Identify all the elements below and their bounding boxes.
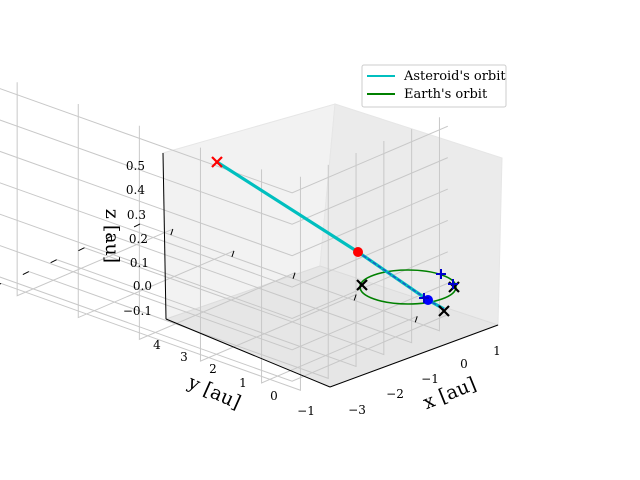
y-tick-mark <box>50 259 57 264</box>
grid-line-y <box>0 176 301 391</box>
z-tick-label: 0.3 <box>127 208 146 222</box>
x-tick-label: −1 <box>421 372 439 386</box>
blue-plus-top-marker <box>436 269 446 279</box>
grid-line-z <box>0 213 448 320</box>
y-tick-mark <box>0 282 2 285</box>
x-tick-mark <box>231 250 235 258</box>
x-tick-label: −2 <box>386 387 404 401</box>
y-tick-label: 0 <box>270 389 278 403</box>
x-tick-label: 1 <box>493 344 501 358</box>
y-tick-label: 4 <box>153 338 161 352</box>
z-tick-labels: −0.1 0.0 0.1 0.2 0.3 0.4 0.5 <box>123 159 152 318</box>
grid-line-x <box>199 147 357 362</box>
y-tick-mark <box>78 247 85 252</box>
x-tick-label: 0 <box>460 357 468 371</box>
grid-line-z <box>0 119 448 225</box>
y-tick-label: 3 <box>180 350 188 364</box>
grid-line-x <box>138 125 296 341</box>
black-x-bottom-stroke <box>438 305 450 317</box>
grid-line-y <box>112 129 413 344</box>
y-tick-mark <box>133 223 141 228</box>
grid-line-x <box>16 82 174 297</box>
black-x-left-marker <box>356 279 368 291</box>
blue-plus-bottom-marker <box>419 293 429 303</box>
legend: Asteroid's orbit Earth's orbit <box>361 64 507 108</box>
y-tick-labels: −1 0 1 2 3 4 <box>153 338 315 418</box>
grid-line-z <box>0 182 448 288</box>
z-tick-label: 0.4 <box>126 183 145 197</box>
blue-plus-right-marker <box>448 279 458 289</box>
grid-line-z <box>0 88 448 194</box>
asteroid-start-overlay <box>212 157 222 167</box>
z-tick-label: 0.5 <box>126 159 145 173</box>
x-tick-mark <box>414 316 418 323</box>
x-tick-mark <box>292 272 296 279</box>
z-tick-label: 0.2 <box>129 232 148 246</box>
grid-line-z <box>0 276 448 382</box>
x-tick-mark <box>170 228 174 236</box>
z-tick-label: 0.1 <box>130 256 149 270</box>
y-tick-label: 1 <box>239 376 247 390</box>
legend-label-asteroid: Asteroid's orbit <box>403 69 506 84</box>
grid-line-x <box>77 104 235 319</box>
x-tick-mark <box>353 294 357 301</box>
asteroid-start-overlay-stroke <box>212 157 222 167</box>
grid-line-z <box>0 150 448 257</box>
x-axis-line <box>329 324 499 388</box>
red-dot-marker <box>353 247 363 257</box>
z-tick-label: 0.0 <box>133 279 152 293</box>
black-x-bottom-marker <box>438 305 450 317</box>
y-tick-label: 2 <box>209 362 217 376</box>
legend-label-earth: Earth's orbit <box>404 87 488 102</box>
tick-marks <box>0 223 418 323</box>
x-tick-label: −3 <box>348 403 366 417</box>
grid-line-y <box>28 164 329 380</box>
z-tick-label: −0.1 <box>123 304 152 318</box>
markers <box>211 156 460 317</box>
grid-line-y <box>56 152 357 368</box>
legend-box <box>361 64 507 108</box>
black-x-left-stroke <box>356 279 368 291</box>
y-axis-line <box>165 318 331 388</box>
y-tick-mark <box>22 271 30 275</box>
grid-line-z <box>0 245 448 351</box>
grid-line-y <box>84 141 385 356</box>
grid-line-x <box>261 169 418 384</box>
y-tick-mark <box>106 235 113 240</box>
z-axis-label: z [au] <box>101 209 123 263</box>
grid-lines <box>0 82 448 391</box>
grid-line-y <box>139 117 440 332</box>
x-tick-labels: −3 −2 −1 0 1 <box>348 344 501 417</box>
y-axis-label: y [au] <box>184 371 244 414</box>
y-tick-label: −1 <box>297 404 315 418</box>
z-axis-line <box>162 152 167 320</box>
